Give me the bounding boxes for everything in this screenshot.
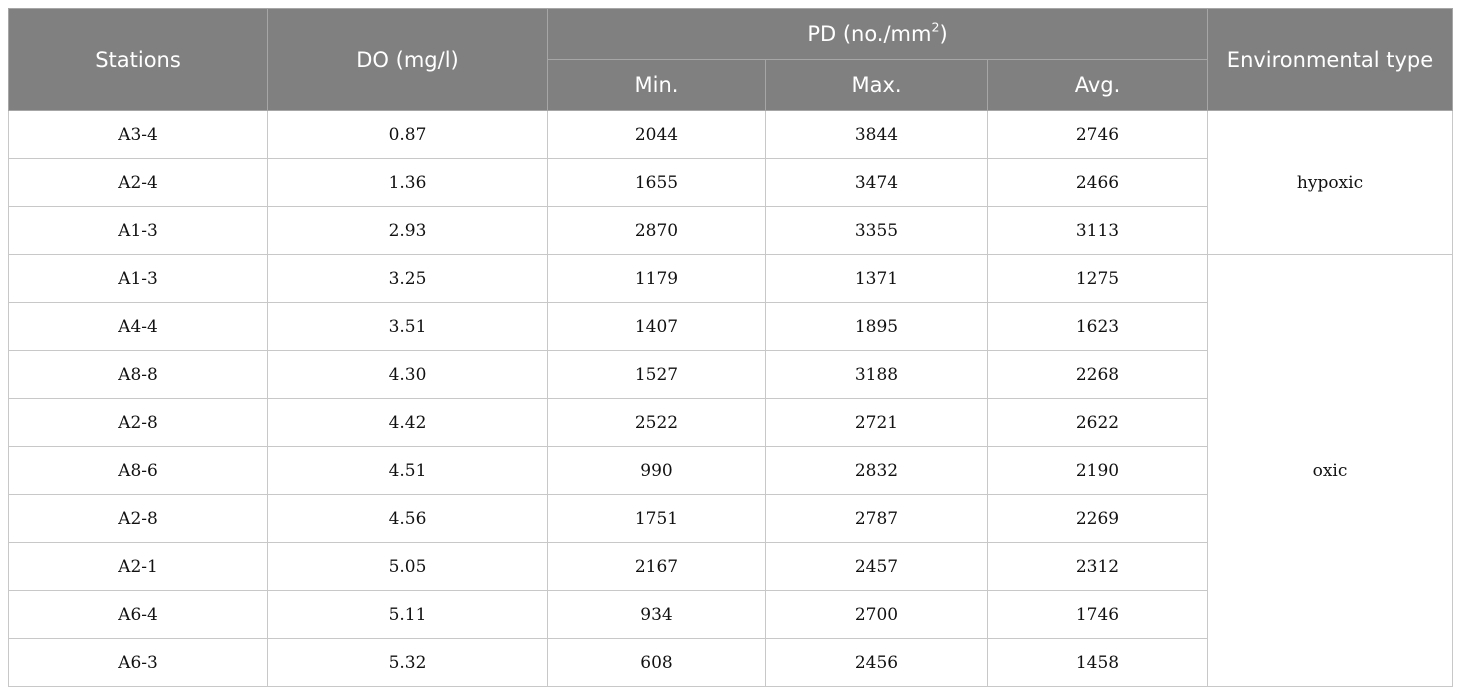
- cell-max: 2787: [765, 494, 988, 543]
- cell-station: A2-8: [8, 494, 268, 543]
- cell-max: 2721: [765, 398, 988, 447]
- cell-avg: 2746: [987, 110, 1208, 159]
- cell-station: A6-3: [8, 638, 268, 687]
- cell-avg: 1623: [987, 302, 1208, 351]
- cell-do: 3.25: [267, 254, 548, 303]
- cell-max: 2832: [765, 446, 988, 495]
- cell-do: 2.93: [267, 206, 548, 255]
- header-max: Max.: [765, 59, 988, 111]
- cell-min: 2167: [547, 542, 766, 591]
- cell-do: 4.42: [267, 398, 548, 447]
- cell-station: A2-4: [8, 158, 268, 207]
- cell-max: 2456: [765, 638, 988, 687]
- table-row: A8-8 4.30 1527 3188 2268: [8, 350, 1453, 399]
- header-stations: Stations: [8, 8, 268, 111]
- cell-min: 934: [547, 590, 766, 639]
- cell-min: 2870: [547, 206, 766, 255]
- cell-min: 990: [547, 446, 766, 495]
- cell-min: 1179: [547, 254, 766, 303]
- cell-do: 4.51: [267, 446, 548, 495]
- cell-station: A3-4: [8, 110, 268, 159]
- table-row: A1-3 3.25 1179 1371 1275 oxic: [8, 254, 1453, 687]
- cell-min: 1527: [547, 350, 766, 399]
- cell-avg: 3113: [987, 206, 1208, 255]
- cell-avg: 2268: [987, 350, 1208, 399]
- cell-station: A2-1: [8, 542, 268, 591]
- data-table: Stations DO (mg/l) PD (no./mm2) Environm…: [8, 8, 1453, 687]
- cell-do: 4.30: [267, 350, 548, 399]
- table-row: A2-8 4.42 2522 2721 2622: [8, 398, 1453, 447]
- cell-do: 4.56: [267, 494, 548, 543]
- cell-avg: 2622: [987, 398, 1208, 447]
- cell-do: 5.32: [267, 638, 548, 687]
- table-row: A1-3 2.93 2870 3355 3113: [8, 206, 1453, 255]
- cell-avg: 1746: [987, 590, 1208, 639]
- cell-max: 3844: [765, 110, 988, 159]
- cell-min: 2044: [547, 110, 766, 159]
- header-do: DO (mg/l): [267, 8, 548, 111]
- cell-station: A1-3: [8, 254, 268, 303]
- cell-max: 1895: [765, 302, 988, 351]
- cell-do: 5.05: [267, 542, 548, 591]
- header-environmental-type: Environmental type: [1207, 8, 1453, 111]
- cell-do: 5.11: [267, 590, 548, 639]
- cell-max: 2457: [765, 542, 988, 591]
- cell-avg: 2312: [987, 542, 1208, 591]
- table-header: Stations DO (mg/l) PD (no./mm2) Environm…: [8, 8, 1453, 111]
- cell-do: 1.36: [267, 158, 548, 207]
- cell-avg: 2269: [987, 494, 1208, 543]
- cell-min: 1751: [547, 494, 766, 543]
- table-row: A3-4 0.87 2044 3844 2746 hypoxic: [8, 110, 1453, 255]
- cell-max: 3474: [765, 158, 988, 207]
- cell-avg: 1458: [987, 638, 1208, 687]
- cell-max: 1371: [765, 254, 988, 303]
- header-min: Min.: [547, 59, 766, 111]
- header-pd: PD (no./mm2): [547, 8, 1208, 60]
- cell-avg: 2190: [987, 446, 1208, 495]
- table-row: A8-6 4.51 990 2832 2190: [8, 446, 1453, 495]
- cell-min: 1407: [547, 302, 766, 351]
- table-container: Stations DO (mg/l) PD (no./mm2) Environm…: [8, 8, 1453, 687]
- cell-min: 608: [547, 638, 766, 687]
- cell-station: A4-4: [8, 302, 268, 351]
- cell-environmental-type: hypoxic: [1207, 110, 1453, 255]
- header-avg: Avg.: [987, 59, 1208, 111]
- table-row: A6-3 5.32 608 2456 1458: [8, 638, 1453, 687]
- cell-max: 2700: [765, 590, 988, 639]
- cell-station: A1-3: [8, 206, 268, 255]
- header-pd-superscript: 2: [931, 19, 940, 35]
- table-row: A2-1 5.05 2167 2457 2312: [8, 542, 1453, 591]
- cell-avg: 2466: [987, 158, 1208, 207]
- cell-max: 3188: [765, 350, 988, 399]
- cell-max: 3355: [765, 206, 988, 255]
- cell-do: 3.51: [267, 302, 548, 351]
- table-row: A2-8 4.56 1751 2787 2269: [8, 494, 1453, 543]
- cell-environmental-type: oxic: [1207, 254, 1453, 687]
- cell-station: A2-8: [8, 398, 268, 447]
- cell-do: 0.87: [267, 110, 548, 159]
- cell-min: 2522: [547, 398, 766, 447]
- cell-min: 1655: [547, 158, 766, 207]
- cell-station: A8-6: [8, 446, 268, 495]
- cell-avg: 1275: [987, 254, 1208, 303]
- table-body: A3-4 0.87 2044 3844 2746 hypoxic A2-4 1.36 1655 3…: [8, 110, 1453, 687]
- cell-station: A6-4: [8, 590, 268, 639]
- table-row: A6-4 5.11 934 2700 1746: [8, 590, 1453, 639]
- table-row: A2-4 1.36 1655 3474 2466: [8, 158, 1453, 207]
- cell-station: A8-8: [8, 350, 268, 399]
- header-pd-suffix: ): [939, 22, 948, 46]
- header-pd-prefix: PD (no./mm: [807, 22, 932, 46]
